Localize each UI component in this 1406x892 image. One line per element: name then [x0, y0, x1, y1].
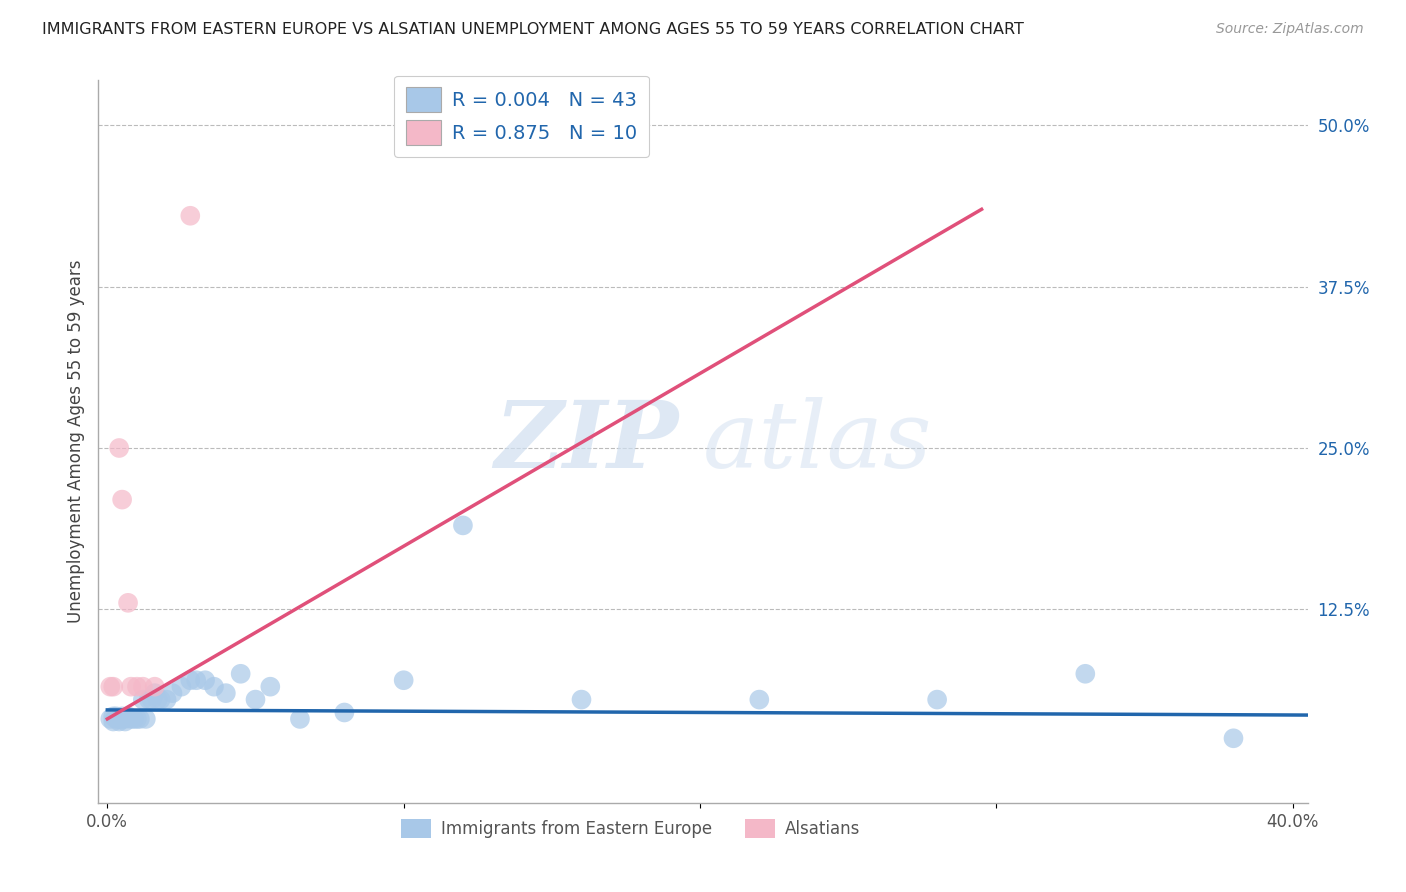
- Point: [132, 692, 155, 706]
- Point: [114, 714, 136, 729]
- Point: [1074, 666, 1097, 681]
- Point: [111, 709, 134, 723]
- Point: [103, 680, 125, 694]
- Point: [125, 712, 148, 726]
- Point: [143, 680, 166, 694]
- Point: [215, 686, 238, 700]
- Point: [114, 712, 136, 726]
- Legend: Immigrants from Eastern Europe, Alsatians: Immigrants from Eastern Europe, Alsatian…: [394, 813, 868, 845]
- Point: [135, 712, 157, 726]
- Point: [1222, 731, 1244, 746]
- Point: [108, 714, 131, 729]
- Point: [392, 673, 415, 688]
- Point: [103, 709, 125, 723]
- Point: [117, 709, 139, 723]
- Point: [129, 712, 152, 726]
- Point: [125, 680, 148, 694]
- Point: [451, 518, 474, 533]
- Point: [141, 692, 163, 706]
- Point: [108, 441, 131, 455]
- Point: [111, 492, 134, 507]
- Point: [333, 706, 356, 720]
- Point: [748, 692, 770, 706]
- Point: [143, 686, 166, 700]
- Point: [117, 596, 139, 610]
- Point: [120, 712, 142, 726]
- Point: [108, 712, 131, 726]
- Text: ZIP: ZIP: [495, 397, 679, 486]
- Point: [571, 692, 593, 706]
- Point: [98, 680, 121, 694]
- Point: [179, 673, 201, 688]
- Point: [288, 712, 311, 726]
- Point: [111, 712, 134, 726]
- Point: [186, 673, 208, 688]
- Point: [229, 666, 252, 681]
- Point: [170, 680, 193, 694]
- Point: [120, 680, 142, 694]
- Text: IMMIGRANTS FROM EASTERN EUROPE VS ALSATIAN UNEMPLOYMENT AMONG AGES 55 TO 59 YEAR: IMMIGRANTS FROM EASTERN EUROPE VS ALSATI…: [42, 22, 1024, 37]
- Point: [927, 692, 949, 706]
- Point: [132, 680, 155, 694]
- Point: [122, 712, 145, 726]
- Point: [202, 680, 225, 694]
- Point: [105, 712, 128, 726]
- Point: [103, 714, 125, 729]
- Point: [155, 692, 177, 706]
- Point: [162, 686, 184, 700]
- Point: [194, 673, 217, 688]
- Point: [149, 692, 172, 706]
- Point: [146, 692, 169, 706]
- Text: atlas: atlas: [703, 397, 932, 486]
- Point: [245, 692, 267, 706]
- Point: [259, 680, 281, 694]
- Point: [98, 712, 121, 726]
- Text: Source: ZipAtlas.com: Source: ZipAtlas.com: [1216, 22, 1364, 37]
- Point: [138, 692, 160, 706]
- Point: [179, 209, 201, 223]
- Point: [105, 709, 128, 723]
- Y-axis label: Unemployment Among Ages 55 to 59 years: Unemployment Among Ages 55 to 59 years: [66, 260, 84, 624]
